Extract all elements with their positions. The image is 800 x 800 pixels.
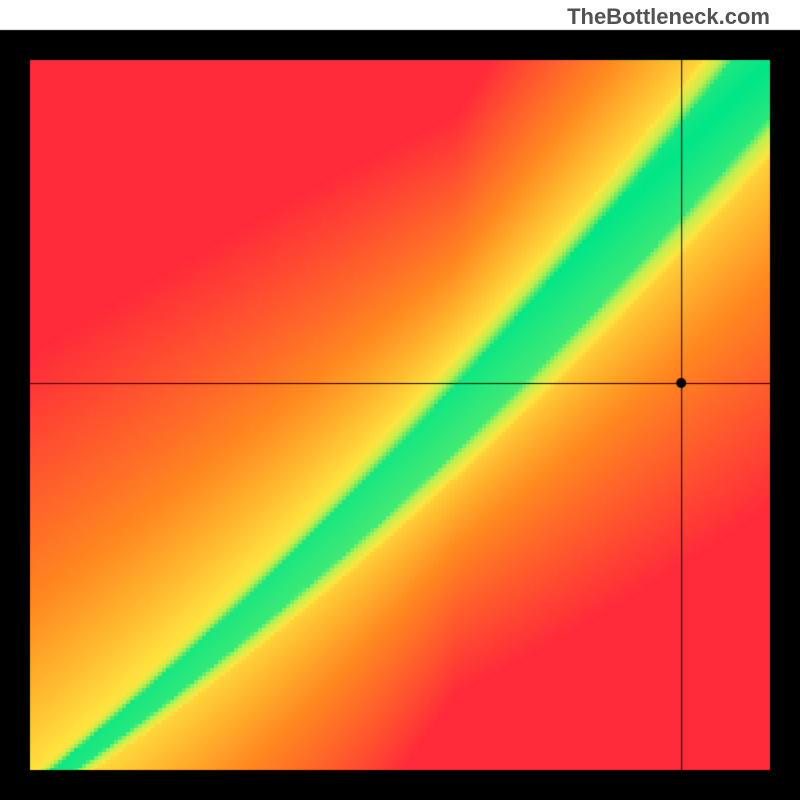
- bottleneck-heatmap-canvas: [0, 0, 800, 800]
- chart-container: TheBottleneck.com: [0, 0, 800, 800]
- watermark-text: TheBottleneck.com: [567, 4, 770, 30]
